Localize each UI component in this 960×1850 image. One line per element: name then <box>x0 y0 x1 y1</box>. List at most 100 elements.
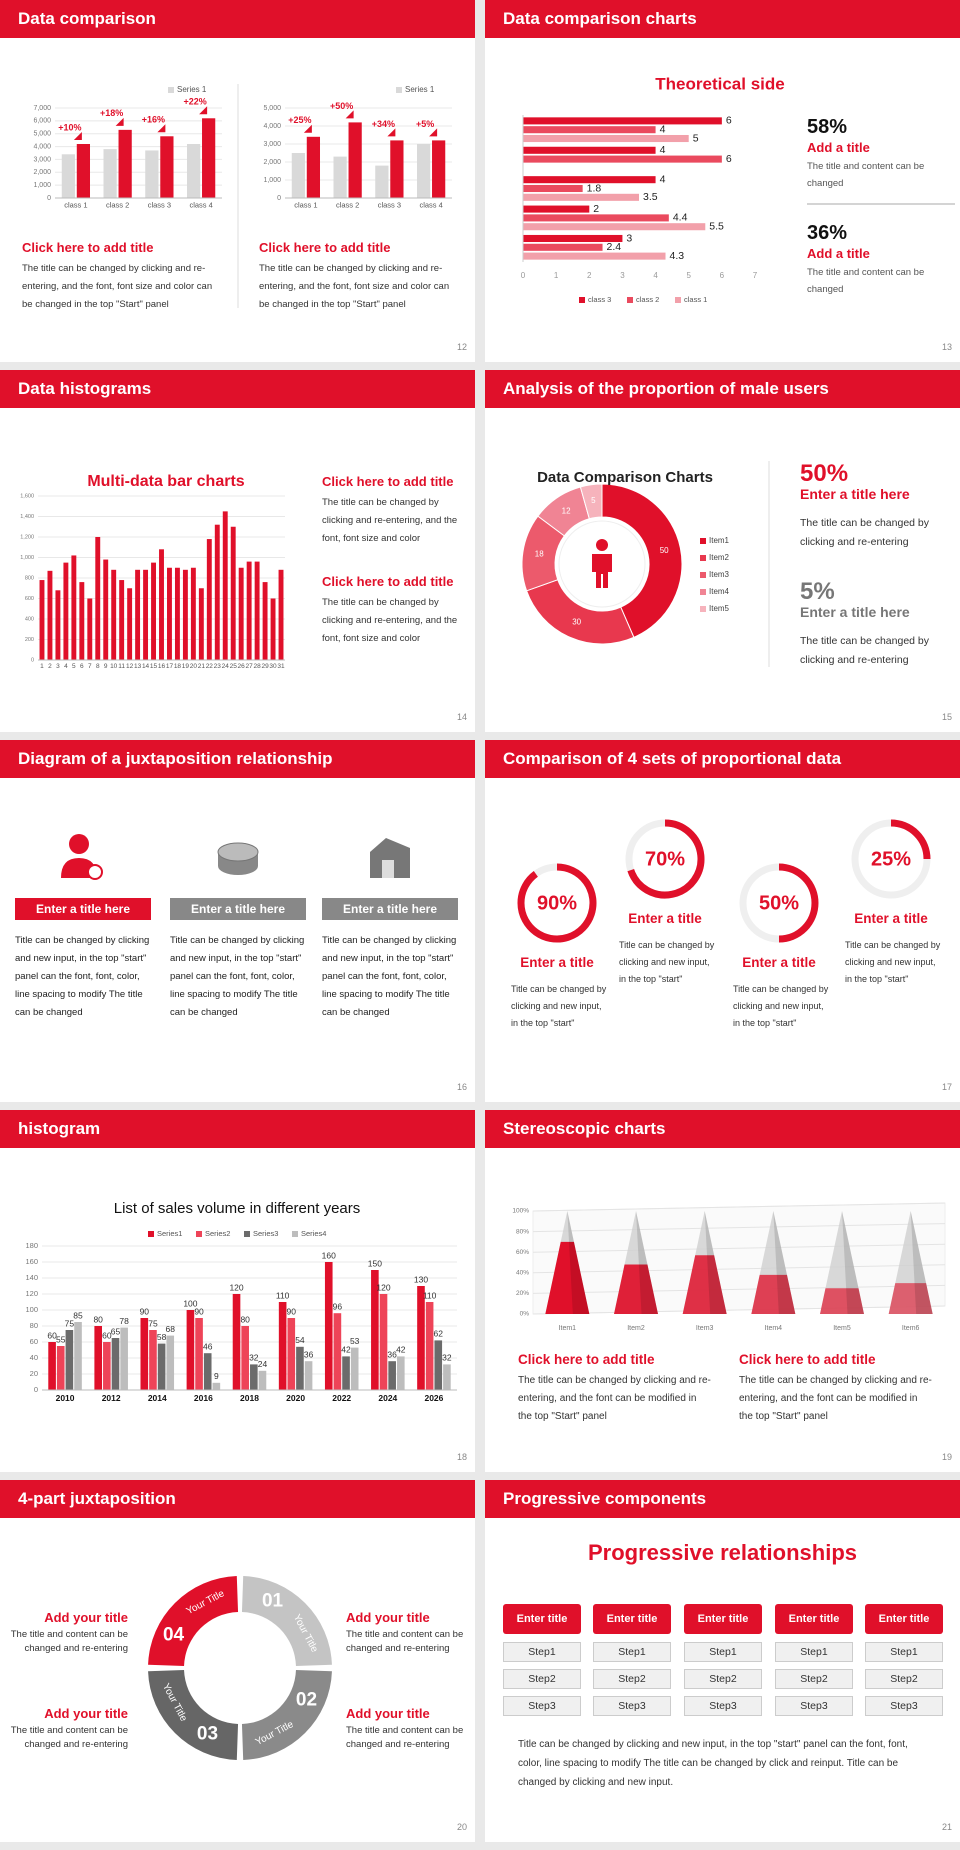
x-tick-label: class 1 <box>64 200 87 209</box>
y-tick-label: 100 <box>25 1305 38 1314</box>
data-label: 6 <box>726 115 732 127</box>
bar <box>523 146 656 154</box>
slide-title: Data comparison charts <box>503 9 697 28</box>
x-tick-label: 2014 <box>148 1393 167 1403</box>
x-tick-label: 2 <box>587 271 592 280</box>
item-heading: Add your title <box>346 1706 430 1721</box>
bar <box>523 252 666 260</box>
item-text: Title can be changed by clicking and new… <box>322 935 457 1018</box>
stat-value: 5% <box>800 578 835 605</box>
bar <box>390 140 404 198</box>
x-tick-label: class 4 <box>419 200 442 209</box>
y-tick-label: 5,000 <box>263 105 281 112</box>
annotation-arrow <box>303 124 312 133</box>
bar <box>523 176 656 184</box>
bar <box>333 156 347 198</box>
legend-label: Series 1 <box>405 85 435 94</box>
slide-graphics: 90% 70% 50% 25% <box>517 819 931 943</box>
slide-header: Analysis of the proportion of male users <box>485 370 960 408</box>
stat-heading: Add a title <box>807 140 870 155</box>
stat-text: The title can be changed by clicking and… <box>800 517 930 548</box>
y-tick-label: 1,000 <box>20 555 34 561</box>
slide-number: 12 <box>456 342 467 352</box>
data-label: 90 <box>194 1306 204 1316</box>
x-tick-label: 17 <box>166 663 174 670</box>
data-label: 100 <box>183 1298 197 1308</box>
x-tick-label: 2024 <box>378 1393 397 1403</box>
slide-number: 20 <box>456 1822 467 1832</box>
annotation: +22% <box>183 97 206 107</box>
x-tick-label: 5 <box>686 271 691 280</box>
slide-title: Data histograms <box>18 379 152 398</box>
y-tick-label: 200 <box>25 637 34 643</box>
ring-arc <box>778 863 819 943</box>
bar <box>214 524 220 660</box>
data-label: 3.5 <box>643 191 658 203</box>
segment-number: 02 <box>296 1690 317 1711</box>
data-label: 58 <box>157 1332 167 1342</box>
bar <box>342 1356 350 1390</box>
annotation-arrow <box>387 128 396 137</box>
y-tick-label: 600 <box>25 596 34 602</box>
step-box: Step1 <box>865 1642 943 1662</box>
cone-shade <box>773 1211 796 1314</box>
x-tick-label: 18 <box>174 663 182 670</box>
bar <box>222 511 228 660</box>
x-tick-label: 26 <box>238 663 246 670</box>
y-tick-label: 0 <box>31 657 34 663</box>
data-label: 18 <box>535 550 544 559</box>
data-label: 3 <box>626 232 632 244</box>
x-tick-label: 4 <box>653 271 658 280</box>
x-tick-label: 13 <box>134 663 142 670</box>
slide: histogram List of sales volume in differe… <box>0 1110 475 1472</box>
data-label: 55 <box>56 1334 66 1344</box>
item-text: The title and content can be changed and… <box>10 1725 128 1750</box>
data-label: 42 <box>341 1345 351 1355</box>
slide: Data comparison 0 1,000 2,000 3,000 4,000 5,00… <box>0 0 475 362</box>
legend-swatch <box>700 555 706 561</box>
annotation-arrow <box>199 106 208 115</box>
slide-number: 16 <box>456 1082 467 1092</box>
data-label: 120 <box>376 1282 390 1292</box>
slide-number: 13 <box>941 342 952 352</box>
bar <box>95 537 101 660</box>
ring-segment <box>241 1576 332 1667</box>
bar <box>79 582 85 660</box>
slide-header: Data histograms <box>0 370 475 408</box>
y-tick-label: 0 <box>277 195 281 202</box>
bar <box>523 205 590 213</box>
grid-line <box>532 1264 946 1274</box>
annotation: +10% <box>58 122 81 132</box>
slide-title: 4-part juxtaposition <box>18 1489 176 1508</box>
x-tick-label: 15 <box>150 663 158 670</box>
legend-label: Series2 <box>205 1229 230 1238</box>
x-tick-label: 20 <box>190 663 198 670</box>
bar <box>120 1327 128 1390</box>
y-tick-label: 400 <box>25 616 34 622</box>
item-heading: Enter a title <box>854 911 928 926</box>
x-tick-label: 2022 <box>332 1393 351 1403</box>
bar <box>94 1326 103 1390</box>
y-tick-label: 3,000 <box>263 141 281 148</box>
person-body <box>592 554 612 588</box>
slide-graphics: 0 1,000 2,000 3,000 4,000 5,000 6,000 7,000 clas… <box>33 84 452 308</box>
bar <box>65 1330 74 1390</box>
data-label: 4.4 <box>673 212 688 224</box>
bar <box>350 1347 359 1390</box>
slide-header: histogram <box>0 1110 475 1148</box>
stat-text: The title and content can be changed <box>807 161 925 189</box>
slide-number: 21 <box>941 1822 952 1832</box>
x-tick-label: 9 <box>104 663 108 670</box>
slide-title: Comparison of 4 sets of proportional dat… <box>503 749 842 768</box>
item-text: Title can be changed by clicking and new… <box>170 935 305 1018</box>
data-label: 54 <box>295 1335 305 1345</box>
item-heading: Enter a title here <box>15 898 151 920</box>
y-tick-label: 160 <box>25 1257 38 1266</box>
x-tick-label: 22 <box>206 663 214 670</box>
x-tick-label: 16 <box>158 663 166 670</box>
bar <box>202 118 216 198</box>
slide-header: Progressive components <box>485 1480 960 1518</box>
grid-line <box>532 1305 946 1315</box>
data-label: 24 <box>258 1359 268 1369</box>
data-label: 60 <box>47 1330 57 1340</box>
